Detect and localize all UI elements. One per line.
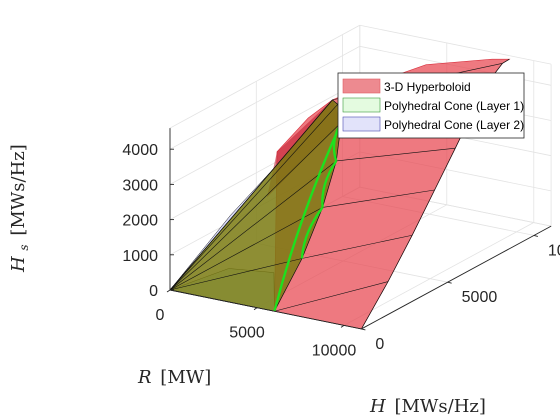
x-gridline — [343, 60, 535, 326]
x-tick-label: 10000 — [312, 342, 357, 359]
z-tick-label: 3000 — [122, 177, 158, 194]
legend-swatch-layer2 — [342, 116, 381, 132]
cone-edge-line — [169, 122, 342, 291]
grid-pane-edge — [359, 24, 552, 65]
x-axis-line — [169, 289, 362, 330]
cone-edge-line — [169, 160, 337, 291]
z-axis-label-sub: s — [17, 244, 31, 250]
rim-connector-line — [322, 189, 435, 208]
z-tick-label: 2000 — [122, 213, 158, 230]
y-axis-line — [361, 225, 552, 330]
cone-edge-line — [169, 99, 333, 291]
cone-edge-line — [169, 104, 338, 291]
layer1-boundary-curve — [321, 160, 338, 208]
z-axis-label-var: H — [8, 256, 29, 273]
tick-labels: 0 5000 10000 0 5000 10000 0 1000 2000 3000 4000 — [122, 142, 560, 359]
layer1-boundary-curve — [273, 121, 343, 312]
rim-outline — [361, 58, 510, 330]
x-tick-label: 0 — [156, 307, 165, 324]
rim-connector-line — [336, 147, 456, 162]
legend: 3-D Hyperboloid Polyhedral Cone (Layer 1… — [337, 72, 525, 139]
x-tick-mark — [340, 325, 345, 328]
legend-swatch-layer1 — [342, 97, 381, 113]
z-axis-label: H s [MWs/Hz] — [8, 144, 33, 273]
legend-entry: 3-D Hyperboloid — [342, 78, 471, 94]
rim-connector-line — [274, 281, 389, 312]
y-axis-label: H [MWs/Hz] — [369, 396, 486, 417]
y-tick-label: 10000 — [548, 242, 560, 259]
x-axis-label-var: R — [137, 367, 152, 388]
legend-swatch-hyperboloid — [342, 78, 381, 94]
y-tick-label: 0 — [375, 336, 384, 353]
x-axis-label: R [MW] — [137, 367, 211, 388]
y-axis-label-var: H — [369, 396, 386, 417]
legend-entry: Polyhedral Cone (Layer 2) — [342, 116, 524, 132]
z-tick-label: 0 — [149, 283, 158, 300]
x-tick-mark — [166, 289, 171, 293]
grid-pane-edge — [169, 24, 360, 129]
legend-label-layer2: Polyhedral Cone (Layer 2) — [384, 118, 524, 132]
legend-label-hyperboloid: 3-D Hyperboloid — [384, 80, 471, 94]
x-axis-label-unit: [MW] — [160, 367, 211, 388]
x-tick-label: 5000 — [229, 325, 265, 342]
rim-connector-line — [301, 234, 413, 259]
y-tick-mark — [533, 235, 539, 237]
x-tick-mark — [253, 307, 258, 311]
y-tick-mark — [447, 281, 452, 284]
z-tick-label: 4000 — [122, 142, 158, 159]
layer1-boundary-curve — [300, 206, 324, 259]
legend-label-layer1: Polyhedral Cone (Layer 1) — [384, 99, 524, 113]
legend-entry: Polyhedral Cone (Layer 1) — [342, 97, 524, 113]
cone-edge-line — [169, 258, 303, 291]
cone-edge-line — [169, 207, 323, 291]
z-axis-label-unit: [MWs/Hz] — [8, 144, 29, 235]
y-tick-mark — [361, 328, 366, 331]
z-tick-label: 1000 — [122, 248, 158, 265]
axes-lines — [166, 128, 552, 331]
y-axis-label-unit: [MWs/Hz] — [394, 396, 485, 417]
y-tick-label: 5000 — [462, 289, 498, 306]
